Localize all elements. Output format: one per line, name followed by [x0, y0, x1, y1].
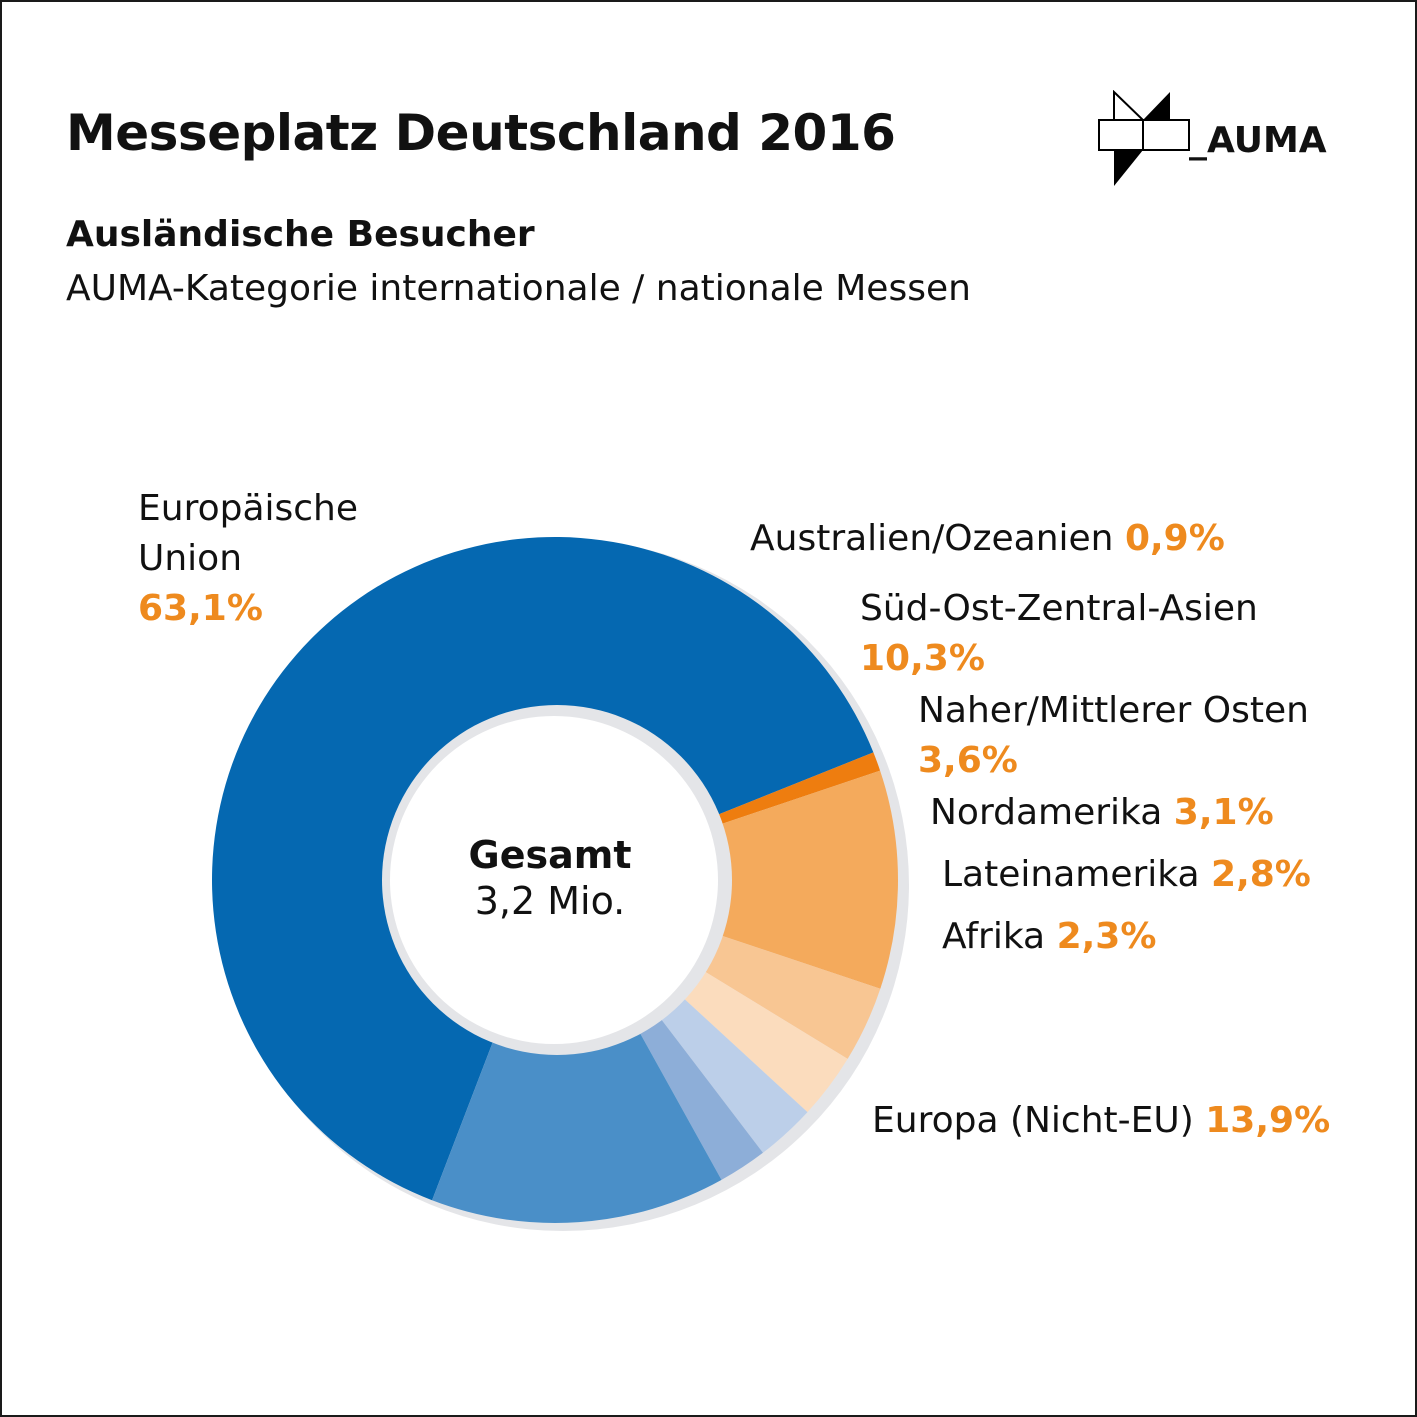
- donut-center-label: Gesamt 3,2 Mio.: [400, 832, 700, 924]
- label-nordamerika-name: Nordamerika: [930, 792, 1163, 833]
- auma-logo-icon: [1098, 89, 1190, 186]
- label-naher-osten-value: 3,6%: [918, 740, 1018, 781]
- label-asien: Süd-Ost-Zentral-Asien 10,3%: [860, 584, 1258, 684]
- chart-subtitle: Ausländische Besucher: [66, 214, 535, 255]
- label-lateinamerika-name: Lateinamerika: [942, 854, 1200, 895]
- label-nordamerika-value: 3,1%: [1173, 792, 1274, 833]
- label-afrika-value: 2,3%: [1056, 916, 1157, 957]
- label-lateinamerika-value: 2,8%: [1211, 854, 1311, 895]
- label-europaeische-union: Europäische Union 63,1%: [138, 484, 398, 634]
- label-afrika-name: Afrika: [942, 916, 1046, 957]
- donut-hole: [390, 716, 718, 1044]
- label-europa-nicht-eu-value: 13,9%: [1205, 1100, 1331, 1141]
- label-europaeische-union-value: 63,1%: [138, 588, 263, 629]
- label-australien-name: Australien/Ozeanien: [750, 518, 1114, 559]
- label-australien-value: 0,9%: [1124, 518, 1225, 559]
- label-australien: Australien/Ozeanien 0,9%: [750, 514, 1225, 564]
- label-europaeische-union-name: Europäische Union: [138, 488, 359, 579]
- center-total-label: Gesamt: [468, 833, 632, 877]
- label-naher-osten-name: Naher/Mittlerer Osten: [918, 690, 1309, 731]
- label-asien-name: Süd-Ost-Zentral-Asien: [860, 588, 1258, 629]
- label-europa-nicht-eu-name: Europa (Nicht-EU): [872, 1100, 1194, 1141]
- label-europa-nicht-eu: Europa (Nicht-EU) 13,9%: [872, 1096, 1330, 1146]
- chart-subtitle-detail: AUMA-Kategorie internationale / national…: [66, 268, 971, 309]
- label-naher-osten: Naher/Mittlerer Osten 3,6%: [918, 686, 1309, 786]
- center-total-value: 3,2 Mio.: [474, 879, 626, 923]
- label-nordamerika: Nordamerika 3,1%: [930, 788, 1274, 838]
- label-afrika: Afrika 2,3%: [942, 912, 1156, 962]
- auma-logo: _AUMA: [1097, 89, 1337, 190]
- chart-title: Messeplatz Deutschland 2016: [66, 104, 896, 162]
- label-asien-value: 10,3%: [860, 638, 985, 679]
- auma-logo-text: _AUMA: [1189, 120, 1327, 161]
- label-lateinamerika: Lateinamerika 2,8%: [942, 850, 1311, 900]
